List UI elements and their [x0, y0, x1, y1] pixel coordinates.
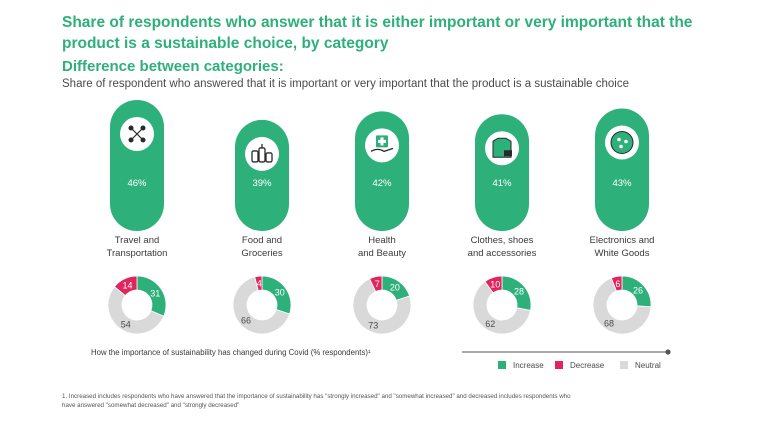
- decrease-value: 4: [257, 279, 262, 289]
- neutral-segment: [107, 286, 165, 335]
- travel-icon: [120, 117, 154, 151]
- clothes-icon: [485, 131, 519, 166]
- neutral-segment: [472, 280, 531, 335]
- increase-value: 20: [390, 283, 400, 293]
- decrease-segment: [610, 275, 623, 292]
- category-label: Health: [368, 235, 395, 246]
- legend-label-decrease: Decrease: [570, 361, 605, 370]
- neutral-segment: [592, 277, 652, 335]
- neutral-value: 54: [121, 319, 131, 329]
- legend-swatch-neutral: [620, 361, 628, 369]
- footnote: 1. Increased includes respondents who ha…: [62, 393, 571, 409]
- neutral-value: 66: [241, 316, 251, 326]
- increase-value: 31: [150, 288, 160, 298]
- category-label: Food and: [242, 235, 282, 246]
- decrease-segment: [113, 275, 138, 297]
- divider-dot: [665, 349, 671, 355]
- increase-value: 26: [633, 285, 643, 295]
- increase-value: 28: [514, 286, 524, 296]
- legend-swatch-increase: [498, 361, 506, 369]
- category-label: Groceries: [241, 248, 282, 259]
- neutral-value: 62: [485, 319, 495, 329]
- category-label: Transportation: [107, 248, 168, 259]
- category-label: White Goods: [595, 248, 650, 259]
- neutral-segment: [352, 278, 412, 335]
- chart-title: Share of respondents who answer that it …: [62, 14, 693, 52]
- share-label: 39%: [252, 178, 272, 189]
- category-label: Travel and: [115, 235, 160, 246]
- decrease-value: 6: [615, 279, 620, 289]
- share-label: 41%: [492, 178, 512, 189]
- legend-label-neutral: Neutral: [635, 361, 661, 370]
- share-bar: [235, 119, 289, 231]
- share-label: 42%: [372, 178, 392, 189]
- decrease-segment: [484, 275, 503, 294]
- decrease-segment: [254, 275, 263, 291]
- decrease-value: 14: [123, 281, 133, 291]
- change-label: How the importance of sustainability has…: [91, 348, 371, 357]
- legend-swatch-decrease: [555, 361, 563, 369]
- electronics-icon: [605, 125, 639, 160]
- bottles-icon: [245, 136, 279, 171]
- neutral-segment: [232, 276, 291, 335]
- category-label: and Beauty: [358, 248, 406, 259]
- decrease-value: 10: [490, 280, 500, 290]
- increase-value: 30: [275, 288, 285, 298]
- chart-subtitle: Difference between categories:: [62, 58, 284, 75]
- share-label: 46%: [127, 178, 147, 189]
- neutral-value: 68: [604, 318, 614, 328]
- chart-description: Share of respondent who answered that it…: [62, 78, 630, 90]
- share-label: 43%: [612, 178, 632, 189]
- health-hand-icon: [365, 128, 399, 163]
- neutral-value: 73: [368, 321, 378, 331]
- category-label: and accessories: [468, 248, 537, 259]
- category-label: Electronics and: [590, 235, 655, 246]
- category-label: Clothes, shoes: [471, 235, 534, 246]
- legend-label-increase: Increase: [513, 361, 544, 370]
- decrease-segment: [369, 275, 383, 292]
- decrease-value: 7: [375, 279, 380, 289]
